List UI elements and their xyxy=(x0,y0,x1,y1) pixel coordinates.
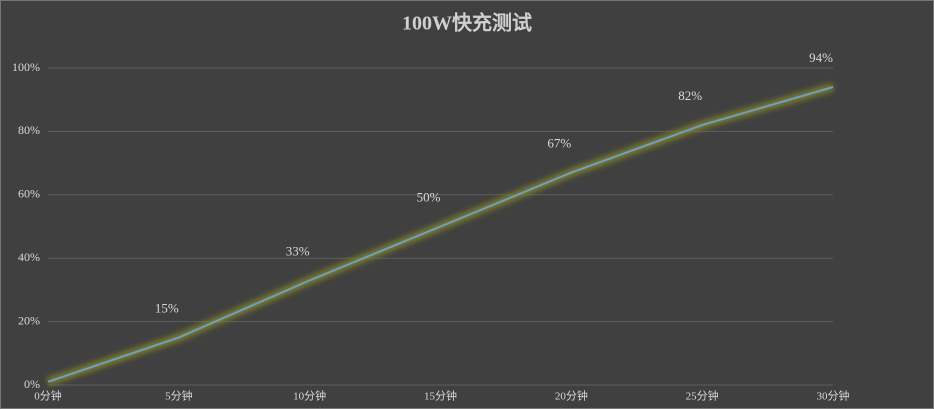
y-tick-label: 60% xyxy=(18,187,40,201)
x-tick-label: 25分钟 xyxy=(686,389,719,403)
y-tick-label: 0% xyxy=(24,377,40,391)
data-label: 67% xyxy=(547,136,571,151)
data-label: 94% xyxy=(809,50,833,65)
chart-title: 100W快充测试 xyxy=(402,11,532,35)
y-tick-label: 40% xyxy=(18,250,40,264)
x-tick-label: 30分钟 xyxy=(817,389,850,403)
y-tick-label: 20% xyxy=(18,313,40,327)
data-label: 82% xyxy=(678,88,702,103)
x-tick-label: 10分钟 xyxy=(293,389,326,403)
x-tick-label: 0分钟 xyxy=(34,389,62,403)
data-label: 15% xyxy=(155,300,179,315)
line xyxy=(47,86,834,383)
y-tick-label: 100% xyxy=(12,60,40,74)
y-tick-label: 80% xyxy=(18,123,40,137)
x-tick-label: 15分钟 xyxy=(424,389,457,403)
x-tick-label: 5分钟 xyxy=(165,389,193,403)
data-label: 50% xyxy=(417,189,441,204)
data-label: 33% xyxy=(286,243,310,258)
x-tick-label: 20分钟 xyxy=(555,389,588,403)
